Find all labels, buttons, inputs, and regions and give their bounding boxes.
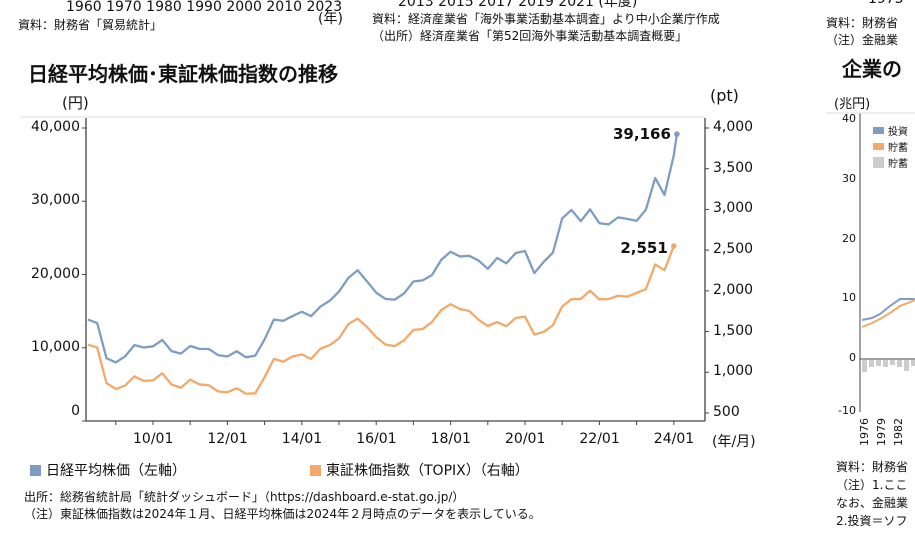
right-chart-tick-label: -10 [838,404,856,417]
right-chart-note: （注）金融業 [826,33,899,47]
right-chart-axis-year: 1975 [868,0,904,7]
right-chart-note: 資料：財務省 [836,460,909,474]
x-tick-label: 12/01 [207,431,248,447]
right-tick-label: 2,000 [713,281,754,298]
mid-chart-note: （出所）経済産業省「第52回海外事業活動基本調査概要」 [372,29,688,43]
x-tick-label: 18/01 [430,431,471,447]
x-tick-label: 22/01 [579,431,620,447]
right-tick-label: 3,000 [713,200,754,217]
right-chart-note: （注）1.ここ [836,478,908,492]
right-chart-tick-label: 30 [842,171,856,185]
left-axis-unit: (円) [62,94,89,112]
right-chart-bar [876,360,881,366]
prev-chart-axis-years: 1960 1970 1980 1990 2000 2010 2023 [66,0,343,15]
right-chart-unit: (兆円) [834,97,871,112]
chart-title: 日経平均株価･東証株価指数の推移 [28,62,338,86]
source-text: 出所：総務省統計局「統計ダッシュボード」（https://dashboard.e… [24,490,465,504]
right-chart-x-label: 1979 [875,418,888,446]
legend-topix: 東証株価指数（TOPIX）（右軸） [310,460,529,480]
right-tick-label: 3,500 [713,159,754,176]
legend-nikkei: 日経平均株価（左軸） [30,460,186,480]
legend-swatch-blue [30,464,41,476]
right-chart-tick-label: 0 [849,351,856,364]
right-chart-bar [904,360,909,371]
legend-label: 東証株価指数（TOPIX）（右軸） [326,463,529,479]
right-chart-bar [883,360,888,367]
right-chart-title: 企業の [842,57,902,81]
right-chart-tick-label: 10 [842,291,856,305]
right-tick-label: 1,000 [713,363,754,380]
topix-end-point [671,243,677,249]
left-tick-label: 30,000 [31,192,80,209]
nikkei-end-point [674,131,680,137]
left-tick-label: 0 [71,403,80,419]
right-chart-legend-item: 貯蓄 [873,139,908,154]
left-tick-label: 20,000 [31,265,80,282]
right-chart-bar [890,360,895,365]
legend-label: 日経平均株価（左軸） [46,463,186,479]
right-chart-legend-item: 貯蓄 [873,155,908,170]
right-chart-legend-item: 投資 [873,123,908,138]
right-axis-unit: (pt) [710,86,739,105]
right-chart-bar [897,360,902,367]
right-chart-bar [869,360,874,367]
x-tick-label: 10/01 [133,431,174,447]
right-chart-tick-label: 20 [842,231,856,245]
right-chart-bar [862,360,867,372]
legend-swatch-orange [310,464,321,476]
nikkei-line [87,133,679,364]
left-tick-label: 10,000 [31,338,80,355]
right-chart-investment-line [861,298,915,321]
right-tick-label: 2,500 [713,241,754,258]
prev-chart-axis-unit: (年) [318,11,343,27]
right-chart-note: なお、金融業 [836,496,909,510]
right-chart-note: 2.投資＝ソフ [836,514,908,528]
right-chart-x-label: 1982 [892,418,905,446]
x-tick-label: 16/01 [356,431,397,447]
topix-line [87,245,675,395]
topix-end-label: 2,551 [620,239,667,257]
x-tick-label: 24/01 [653,431,695,447]
right-chart-tick-label: 40 [842,112,856,125]
nikkei-end-label: 39,166 [613,125,671,143]
right-chart-x-label: 1976 [858,418,871,446]
note-text: （注）東証株価指数は2024年１月、日経平均株価は2024年２月時点のデータを表… [24,507,541,521]
x-axis-label: (年/月) [712,434,756,450]
right-tick-label: 500 [713,404,740,420]
prev-chart-source: 資料：財務省「貿易統計」 [18,18,163,32]
right-chart-bar [911,360,915,366]
right-chart-source: 資料：財務省 [826,16,899,30]
right-tick-label: 1,500 [713,322,754,339]
right-tick-label: 4,000 [713,119,754,135]
x-tick-label: 14/01 [281,431,323,447]
mid-chart-source: 資料：経済産業省「海外事業活動基本調査」より中小企業庁作成 [372,12,720,26]
x-tick-label: 20/01 [505,431,546,447]
right-chart-savings-line [861,299,915,328]
left-tick-label: 40,000 [31,119,80,135]
mid-chart-axis-years: 2013 2015 2017 2019 2021 (年度) [398,0,638,10]
